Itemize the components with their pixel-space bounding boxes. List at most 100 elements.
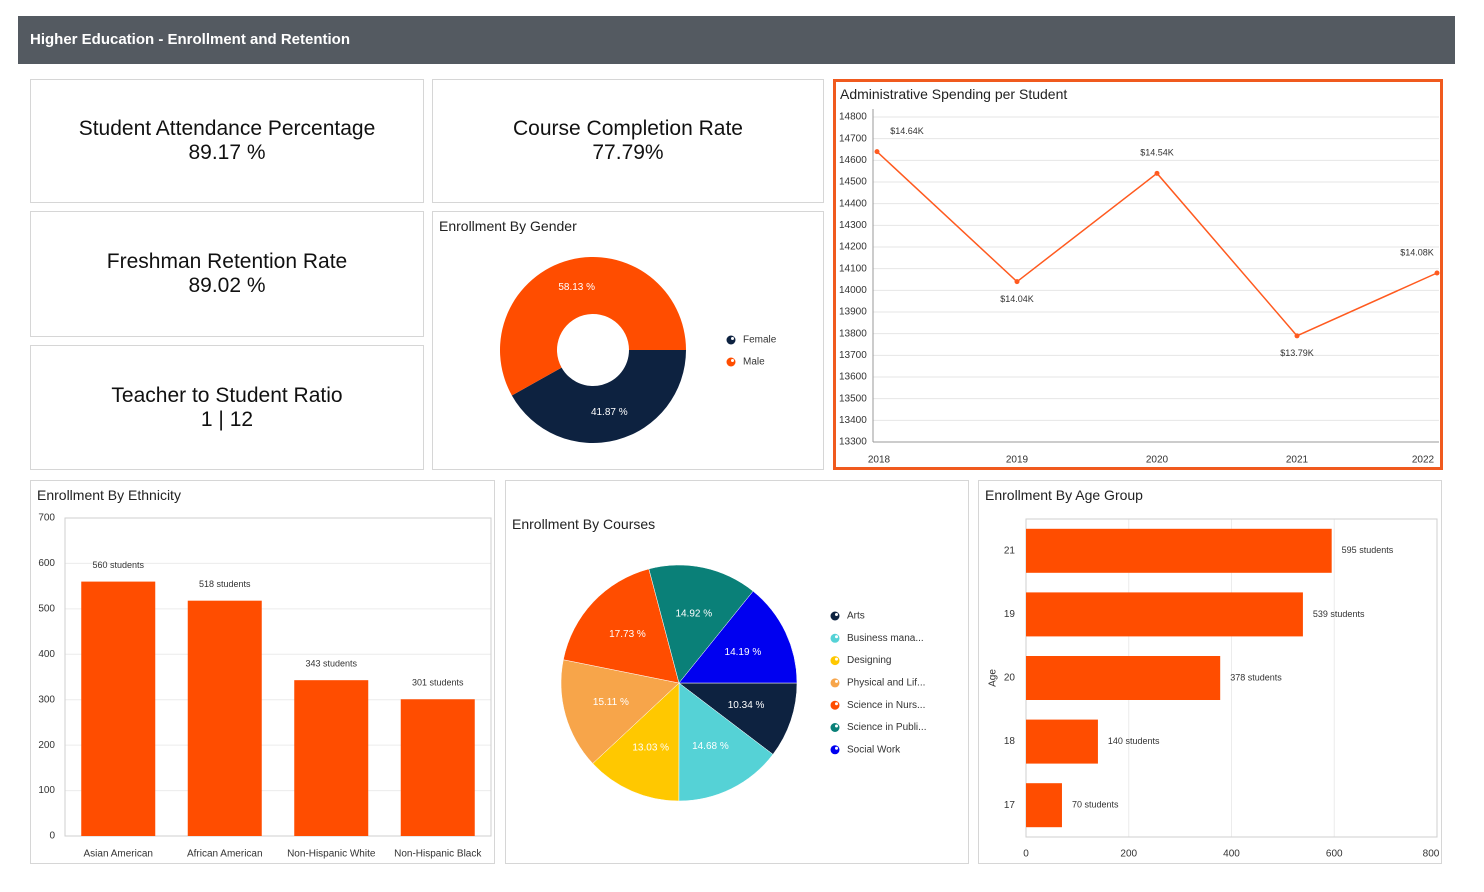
legend-swatch-dot (731, 359, 734, 362)
kpi-label: Teacher to Student Ratio (111, 383, 343, 407)
data-label: $14.08K (1400, 247, 1434, 257)
y-tick-label: 14400 (839, 198, 867, 209)
legend-swatch (830, 656, 840, 666)
data-label: $14.54K (1140, 148, 1174, 158)
y-tick-label: 13300 (839, 437, 867, 448)
data-label: 17.73 % (609, 629, 646, 640)
legend-label: Science in Publi... (847, 722, 927, 733)
data-label: 15.11 % (593, 697, 629, 708)
chart: 41.87 % Female 58.13 % Male (500, 257, 777, 443)
point (1434, 270, 1440, 276)
y-tick-label: 13400 (839, 415, 867, 426)
data-label: 70 students (1072, 800, 1119, 810)
point (1014, 279, 1020, 285)
y-tick-label: 14800 (839, 112, 867, 123)
data-label: 140 students (1108, 736, 1160, 746)
data-label: 301 students (412, 678, 464, 688)
x-tick-label: 600 (1326, 849, 1343, 860)
slice (678, 682, 798, 755)
point (874, 149, 880, 155)
chart-title: Enrollment By Age Group (985, 487, 1143, 503)
bar (1026, 656, 1221, 700)
legend-label: Science in Nurs... (847, 700, 925, 711)
data-label: $14.04K (1000, 294, 1034, 304)
y-tick-label: 14500 (839, 177, 867, 188)
x-tick-label: 2022 (1412, 455, 1435, 466)
kpi-label: Course Completion Rate (513, 117, 743, 140)
slice (560, 659, 680, 764)
y-tick-label: 700 (38, 513, 55, 524)
bar (400, 699, 475, 836)
y-tick-label: 0 (49, 831, 55, 842)
data-label: 41.87 % (591, 407, 628, 418)
chart: 13300 13400 13500 13600 13700 13800 13900 14000… (839, 109, 1440, 466)
point (1154, 170, 1160, 176)
legend-swatch (726, 357, 736, 367)
legend-swatch-dot (835, 724, 838, 728)
y-tick-label: 600 (38, 558, 55, 569)
y-tick-label: 14300 (839, 220, 867, 231)
data-label: 14.19 % (725, 647, 762, 658)
y-tick-label: 200 (38, 740, 55, 751)
chart: 0 100 200 300 400 500 600 700 560 students Asian … (38, 513, 492, 860)
kpi-card: Freshman Retention Rate 89.02 % (30, 211, 424, 337)
data-label: $14.64K (890, 126, 924, 136)
data-label: 539 students (1313, 609, 1365, 619)
legend-label: Male (743, 357, 765, 368)
y-tick-label: 13500 (839, 393, 867, 404)
data-label: 378 students (1230, 672, 1282, 682)
bar (1026, 719, 1098, 764)
chart: 0 200 400 600 800 Age 595 students 21 539 studen… (988, 518, 1440, 860)
plot-frame (64, 517, 492, 837)
y-tick-label: 400 (38, 649, 55, 660)
legend-label: Female (743, 335, 777, 346)
y-tick-label: 13800 (839, 328, 867, 339)
legend-label: Business mana... (847, 633, 924, 644)
kpi-card: Student Attendance Percentage 89.17 % (30, 79, 424, 203)
bar (294, 680, 369, 836)
legend-swatch-dot (835, 702, 838, 706)
y-tick-label: 20 (1004, 673, 1016, 684)
slice (500, 257, 686, 396)
kpi-label: Student Attendance Percentage (78, 117, 376, 140)
chart-title: Enrollment By Courses (512, 516, 656, 532)
x-tick-label: Asian American (84, 849, 153, 860)
x-tick-label: 2021 (1286, 455, 1309, 466)
legend-swatch (830, 633, 840, 643)
kpi-value: 89.02 % (188, 274, 266, 297)
y-tick-label: 100 (38, 785, 55, 796)
legend-swatch (830, 700, 840, 710)
ethnicity-card: Enrollment By Ethnicity 0 100 200 300 400 500… (30, 480, 495, 864)
chart: 10.34 % Arts 14.68 % Business mana... 13.03 … (560, 564, 927, 802)
y-tick-label: 17 (1004, 800, 1016, 811)
y-tick-label: 14200 (839, 242, 867, 253)
kpi-value: 89.17 % (188, 141, 266, 164)
kpi-label: Freshman Retention Rate (106, 250, 348, 273)
y-tick-label: 14700 (839, 133, 867, 144)
y-tick-label: 19 (1004, 609, 1016, 620)
line (876, 151, 1438, 337)
y-tick-label: 13700 (839, 350, 867, 361)
x-tick-label: 2020 (1146, 455, 1169, 466)
chart-title: Administrative Spending per Student (840, 86, 1068, 102)
legend-swatch-dot (835, 657, 838, 661)
x-tick-label: 2018 (868, 455, 891, 466)
chart-title: Enrollment By Gender (439, 218, 577, 234)
data-label: 10.34 % (728, 700, 765, 711)
bar (81, 581, 156, 836)
x-tick-label: 800 (1423, 849, 1440, 860)
legend-swatch (830, 678, 840, 688)
y-tick-label: 13900 (839, 307, 867, 318)
slice (678, 682, 774, 802)
x-tick-label: 0 (1023, 849, 1029, 860)
bar (187, 600, 262, 836)
legend-swatch-dot (835, 679, 838, 683)
slice (563, 568, 680, 684)
data-label: 560 students (92, 560, 144, 570)
y-axis-label: Age (988, 669, 999, 687)
y-tick-label: 14000 (839, 285, 867, 296)
legend-swatch (830, 611, 840, 621)
legend-swatch (830, 723, 840, 732)
data-label: 13.03 % (632, 743, 669, 754)
